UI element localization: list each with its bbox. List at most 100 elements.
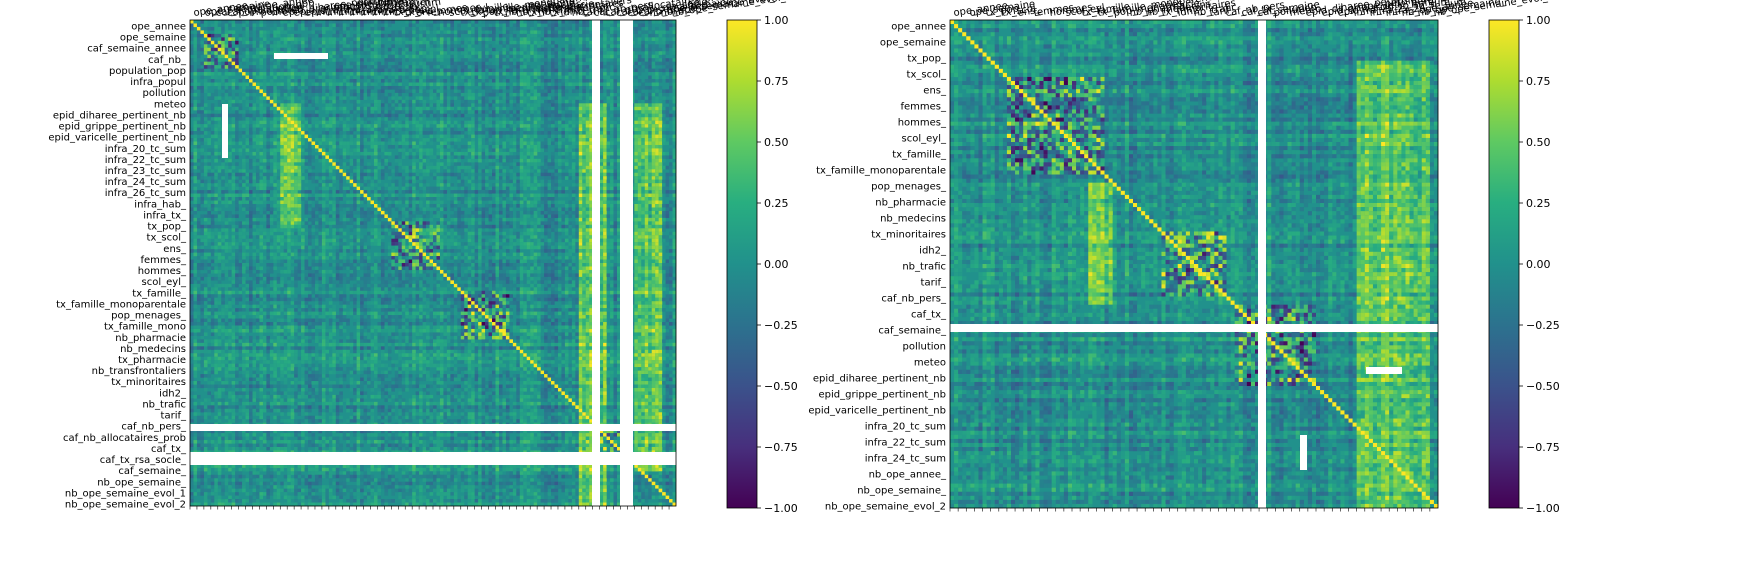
heatmap-cell xyxy=(287,120,291,125)
heatmap-cell xyxy=(478,186,482,191)
heatmap-cell xyxy=(439,65,444,69)
heatmap-cell xyxy=(217,113,222,118)
heatmap-cell xyxy=(252,186,257,191)
heatmap-cell xyxy=(190,89,194,94)
heatmap-cell xyxy=(287,61,291,66)
heatmap-cell xyxy=(651,44,656,48)
heatmap-cell xyxy=(492,82,496,87)
heatmap-cell xyxy=(651,117,656,121)
heatmap-cell xyxy=(224,79,229,83)
heatmap-cell xyxy=(415,103,420,107)
heatmap-cell xyxy=(651,127,656,132)
heatmap-cell xyxy=(613,155,618,160)
heatmap-cell xyxy=(561,47,566,52)
heatmap-cell xyxy=(269,106,274,111)
heatmap-cell xyxy=(481,151,486,156)
heatmap-cell xyxy=(585,158,590,163)
heatmap-cell xyxy=(318,44,323,48)
heatmap-cell xyxy=(238,103,243,107)
heatmap-cell xyxy=(460,144,465,149)
heatmap-cell xyxy=(391,99,395,104)
heatmap-cell xyxy=(262,113,267,118)
heatmap-cell xyxy=(512,33,517,38)
heatmap-cell xyxy=(259,20,264,24)
heatmap-cell xyxy=(603,37,607,41)
heatmap-cell xyxy=(512,155,517,160)
heatmap-cell xyxy=(356,141,361,146)
heatmap-cell xyxy=(335,82,340,87)
heatmap-cell xyxy=(249,138,253,142)
heatmap-cell xyxy=(439,106,444,111)
heatmap-cell xyxy=(297,79,302,83)
heatmap-cell xyxy=(318,30,323,35)
heatmap-cell xyxy=(526,169,531,173)
heatmap-cell xyxy=(648,72,652,76)
heatmap-cell xyxy=(530,110,534,114)
heatmap-cell xyxy=(537,148,541,153)
heatmap-cell xyxy=(658,117,663,121)
heatmap-cell xyxy=(373,141,378,146)
heatmap-cell xyxy=(662,131,666,135)
heatmap-cell xyxy=(231,85,236,90)
heatmap-cell xyxy=(429,186,434,191)
heatmap-cell xyxy=(433,61,437,66)
heatmap-cell xyxy=(634,65,638,69)
heatmap-cell xyxy=(377,117,382,121)
heatmap-cell xyxy=(353,134,357,139)
heatmap-cell xyxy=(353,148,357,153)
heatmap-cell xyxy=(478,113,482,118)
heatmap-cell xyxy=(394,169,399,173)
heatmap-cell xyxy=(193,131,198,135)
heatmap-cell xyxy=(648,158,652,163)
heatmap-cell xyxy=(203,165,208,170)
heatmap-cell xyxy=(651,162,656,166)
heatmap-cell xyxy=(672,82,677,87)
heatmap-cell xyxy=(589,124,593,128)
heatmap-cell xyxy=(516,148,520,153)
heatmap-cell xyxy=(190,37,194,41)
heatmap-cell xyxy=(412,144,416,149)
heatmap-cell xyxy=(242,82,246,87)
heatmap-cell xyxy=(429,72,434,76)
heatmap-cell xyxy=(321,58,326,62)
heatmap-cell xyxy=(457,158,461,163)
heatmap-cell xyxy=(262,37,267,41)
heatmap-cell xyxy=(290,134,295,139)
heatmap-cell xyxy=(502,58,507,62)
heatmap-cell xyxy=(221,20,225,24)
heatmap-cell xyxy=(526,176,531,180)
heatmap-cell xyxy=(221,33,225,38)
heatmap-cell xyxy=(290,165,295,170)
heatmap-cell xyxy=(207,61,211,66)
heatmap-cell xyxy=(332,158,336,163)
heatmap-cell xyxy=(207,155,211,160)
heatmap-cell xyxy=(495,110,500,114)
heatmap-cell xyxy=(561,138,566,142)
heatmap-cell xyxy=(304,82,309,87)
heatmap-cell xyxy=(662,54,666,59)
heatmap-cell xyxy=(571,82,576,87)
heatmap-cell xyxy=(196,148,201,153)
heatmap-cell xyxy=(353,23,357,28)
heatmap-cell xyxy=(672,92,677,97)
heatmap-cell xyxy=(488,33,493,38)
heatmap-cell xyxy=(443,106,448,111)
heatmap-cell xyxy=(547,110,552,114)
heatmap-cell xyxy=(436,54,441,59)
heatmap-cell xyxy=(207,113,211,118)
heatmap-cell xyxy=(554,183,559,187)
heatmap-cell xyxy=(332,20,336,24)
heatmap-cell xyxy=(616,131,621,135)
heatmap-cell xyxy=(210,65,215,69)
heatmap-cell xyxy=(516,186,520,191)
heatmap-cell xyxy=(314,138,319,142)
heatmap-cell xyxy=(648,89,652,94)
heatmap-cell xyxy=(436,165,441,170)
heatmap-cell xyxy=(349,51,354,55)
heatmap-cell xyxy=(217,65,222,69)
heatmap-cell xyxy=(242,169,246,173)
heatmap-cell xyxy=(471,131,475,135)
heatmap-cell xyxy=(228,54,232,59)
heatmap-cell xyxy=(242,165,246,170)
heatmap-cell xyxy=(547,37,552,41)
